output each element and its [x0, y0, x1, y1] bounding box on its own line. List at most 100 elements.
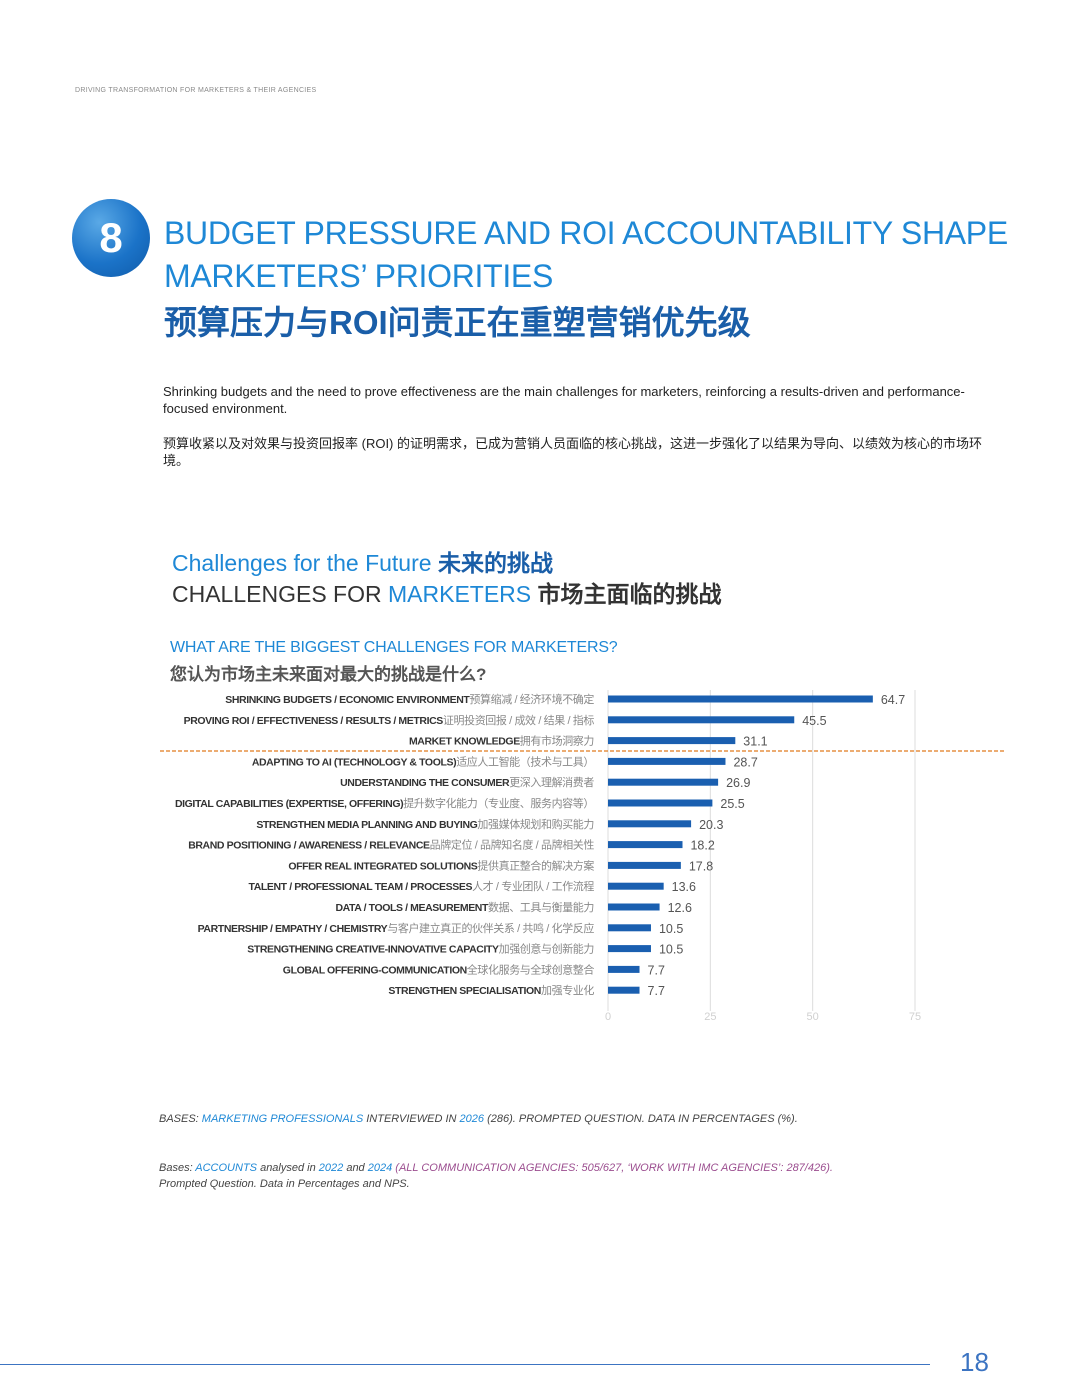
- category-label-en: STRENGTHENING CREATIVE-INNOVATIVE CAPACI…: [247, 944, 499, 956]
- bar-value-label: 10.5: [659, 943, 683, 957]
- category-label-cn: 加强专业化: [541, 983, 594, 997]
- bar-value-label: 18.2: [690, 839, 714, 853]
- bar-value-label: 7.7: [648, 963, 665, 977]
- category-label: BRAND POSITIONING / AWARENESS / RELEVANC…: [188, 838, 594, 852]
- bar: [608, 820, 692, 828]
- category-label-cn: 加强媒体规划和购买能力: [477, 817, 594, 831]
- bases-note-agencies: (ALL COMMUNICATION AGENCIES: 505/627, ‘W…: [392, 1162, 833, 1174]
- bar-value-label: 7.7: [648, 984, 665, 998]
- category-label-en: STRENGTHEN SPECIALISATION: [388, 985, 541, 997]
- chart-heading-highlight: MARKETERS: [388, 581, 532, 607]
- category-label-en: DATA / TOOLS / MEASUREMENT: [335, 902, 489, 914]
- bar-value-label: 20.3: [699, 818, 723, 832]
- chart-heading-future: Challenges for the Future 未来的挑战: [172, 544, 553, 578]
- bar-value-label: 13.6: [672, 880, 696, 894]
- bar: [608, 841, 683, 849]
- category-label: STRENGTHEN SPECIALISATION加强专业化: [388, 983, 594, 997]
- bases-note-text: Bases:: [159, 1162, 196, 1174]
- bases-note-text: and: [343, 1162, 368, 1174]
- category-label: STRENGTHENING CREATIVE-INNOVATIVE CAPACI…: [247, 942, 594, 956]
- chart-heading-prefix: CHALLENGES FOR: [172, 581, 382, 607]
- bar: [608, 882, 664, 890]
- category-label-cn: 拥有市场洞察力: [520, 734, 594, 748]
- bar: [608, 695, 873, 703]
- category-label-en: MARKET KNOWLEDGE: [409, 736, 520, 748]
- intro-paragraph-en: Shrinking budgets and the need to prove …: [163, 384, 965, 416]
- chart-heading-marketers-cn: 市场主面临的挑战: [537, 581, 722, 607]
- category-label: DATA / TOOLS / MEASUREMENT数据、工具与衡量能力: [335, 900, 594, 914]
- category-label-en: UNDERSTANDING THE CONSUMER: [340, 777, 510, 789]
- category-label-cn: 全球化服务与全球创意整合: [467, 962, 595, 976]
- category-label-en: GLOBAL OFFERING-COMMUNICATION: [283, 964, 467, 976]
- category-label-cn: 人才 / 专业团队 / 工作流程: [472, 879, 594, 893]
- bar: [608, 924, 651, 932]
- category-label-cn: 适应人工智能（技术与工具）: [456, 754, 594, 768]
- category-label-cn: 与客户建立真正的伙伴关系 / 共鸣 / 化学反应: [387, 921, 594, 935]
- question-cn: 您认为市场主未来面对最大的挑战是什么?: [170, 665, 487, 684]
- category-label: GLOBAL OFFERING-COMMUNICATION全球化服务与全球创意整…: [283, 962, 595, 976]
- section-title-en: BUDGET PRESSURE AND ROI ACCOUNTABILITY S…: [164, 215, 1008, 294]
- bases-note-text: (286). PROMPTED QUESTION. DATA IN PERCEN…: [484, 1113, 798, 1125]
- category-label: UNDERSTANDING THE CONSUMER更深入理解消费者: [340, 775, 594, 789]
- category-label: PARTNERSHIP / EMPATHY / CHEMISTRY与客户建立真正…: [198, 921, 595, 935]
- category-label: SHRINKING BUDGETS / ECONOMIC ENVIRONMENT…: [225, 692, 594, 706]
- bar: [608, 903, 660, 911]
- bases-note-text: Prompted Question. Data in Percentages a…: [159, 1178, 410, 1190]
- bar-value-label: 45.5: [802, 714, 826, 728]
- x-tick-label: 75: [909, 1011, 921, 1023]
- bar: [608, 945, 651, 953]
- bases-note-highlight: ACCOUNTS: [195, 1162, 258, 1174]
- bar-value-label: 12.6: [668, 901, 692, 915]
- bar: [608, 737, 736, 745]
- x-tick-label: 50: [807, 1011, 819, 1023]
- bases-note-year: 2022: [318, 1162, 344, 1174]
- chart-heading-future-cn: 未来的挑战: [437, 550, 553, 576]
- category-label-cn: 更深入理解消费者: [509, 775, 594, 789]
- category-label-en: PROVING ROI / EFFECTIVENESS / RESULTS / …: [184, 715, 444, 727]
- category-label-cn: 证明投资回报 / 成效 / 结果 / 指标: [443, 713, 595, 727]
- category-label-cn: 品牌定位 / 品牌知名度 / 品牌相关性: [430, 838, 595, 852]
- bar-value-label: 28.7: [733, 755, 757, 769]
- category-label: ADAPTING TO AI (TECHNOLOGY & TOOLS)适应人工智…: [252, 754, 594, 768]
- category-label-en: SHRINKING BUDGETS / ECONOMIC ENVIRONMENT: [225, 694, 470, 706]
- bar-value-label: 25.5: [720, 797, 744, 811]
- challenges-bar-chart: 0 25 50 75 64.7 SHRINKING BUDGETS / ECONOMIC …: [160, 690, 1005, 1023]
- bases-note-year: 2026: [459, 1113, 485, 1125]
- bar-value-label: 31.1: [743, 735, 767, 749]
- category-label: MARKET KNOWLEDGE拥有市场洞察力: [409, 734, 594, 748]
- category-label: TALENT / PROFESSIONAL TEAM / PROCESSES人才…: [248, 879, 594, 893]
- bases-note-text: analysed in: [257, 1162, 319, 1174]
- category-label-en: PARTNERSHIP / EMPATHY / CHEMISTRY: [198, 923, 388, 935]
- bar-value-label: 17.8: [689, 859, 713, 873]
- bar-value-label: 64.7: [881, 693, 905, 707]
- page-number: 18: [960, 1347, 989, 1377]
- category-label-en: TALENT / PROFESSIONAL TEAM / PROCESSES: [248, 881, 472, 893]
- bases-note-text: INTERVIEWED IN: [363, 1113, 460, 1125]
- bar: [608, 778, 719, 786]
- bar-value-label: 26.9: [726, 776, 750, 790]
- bases-note-highlight: MARKETING PROFESSIONALS: [201, 1113, 364, 1125]
- bar-value-label: 10.5: [659, 922, 683, 936]
- category-label-cn: 加强创意与创新能力: [499, 942, 594, 956]
- bar: [608, 965, 640, 973]
- category-label-cn: 提供真正整合的解决方案: [477, 858, 594, 872]
- bar: [608, 716, 795, 724]
- x-tick-label: 0: [605, 1011, 611, 1023]
- section-title-cn: 预算压力与ROI问责正在重塑营销优先级: [164, 304, 751, 341]
- category-label: STRENGTHEN MEDIA PLANNING AND BUYING加强媒体…: [256, 817, 594, 831]
- bar: [608, 757, 726, 765]
- bar: [608, 799, 713, 807]
- bar: [608, 986, 640, 994]
- category-label-en: BRAND POSITIONING / AWARENESS / RELEVANC…: [188, 840, 430, 852]
- category-label: PROVING ROI / EFFECTIVENESS / RESULTS / …: [184, 713, 595, 727]
- intro-paragraph-cn: 预算收紧以及对效果与投资回报率 (ROI) 的证明需求，已成为营销人员面临的核心…: [163, 436, 982, 468]
- bases-note-accounts: Bases: ACCOUNTS analysed in 2022 and 202…: [159, 1160, 959, 1192]
- bases-note-text: BASES:: [159, 1113, 202, 1125]
- bases-note-marketers: BASES: MARKETING PROFESSIONALS INTERVIEW…: [159, 1113, 798, 1125]
- category-label-cn: 提升数字化能力（专业度、服务内容等）: [403, 796, 594, 810]
- category-label-cn: 数据、工具与衡量能力: [488, 900, 594, 914]
- question-en: WHAT ARE THE BIGGEST CHALLENGES FOR MARK…: [170, 639, 618, 656]
- footer-rule: [0, 1364, 930, 1365]
- bases-note-year: 2024: [367, 1162, 393, 1174]
- chart-heading-future-en: Challenges for the Future: [172, 550, 432, 576]
